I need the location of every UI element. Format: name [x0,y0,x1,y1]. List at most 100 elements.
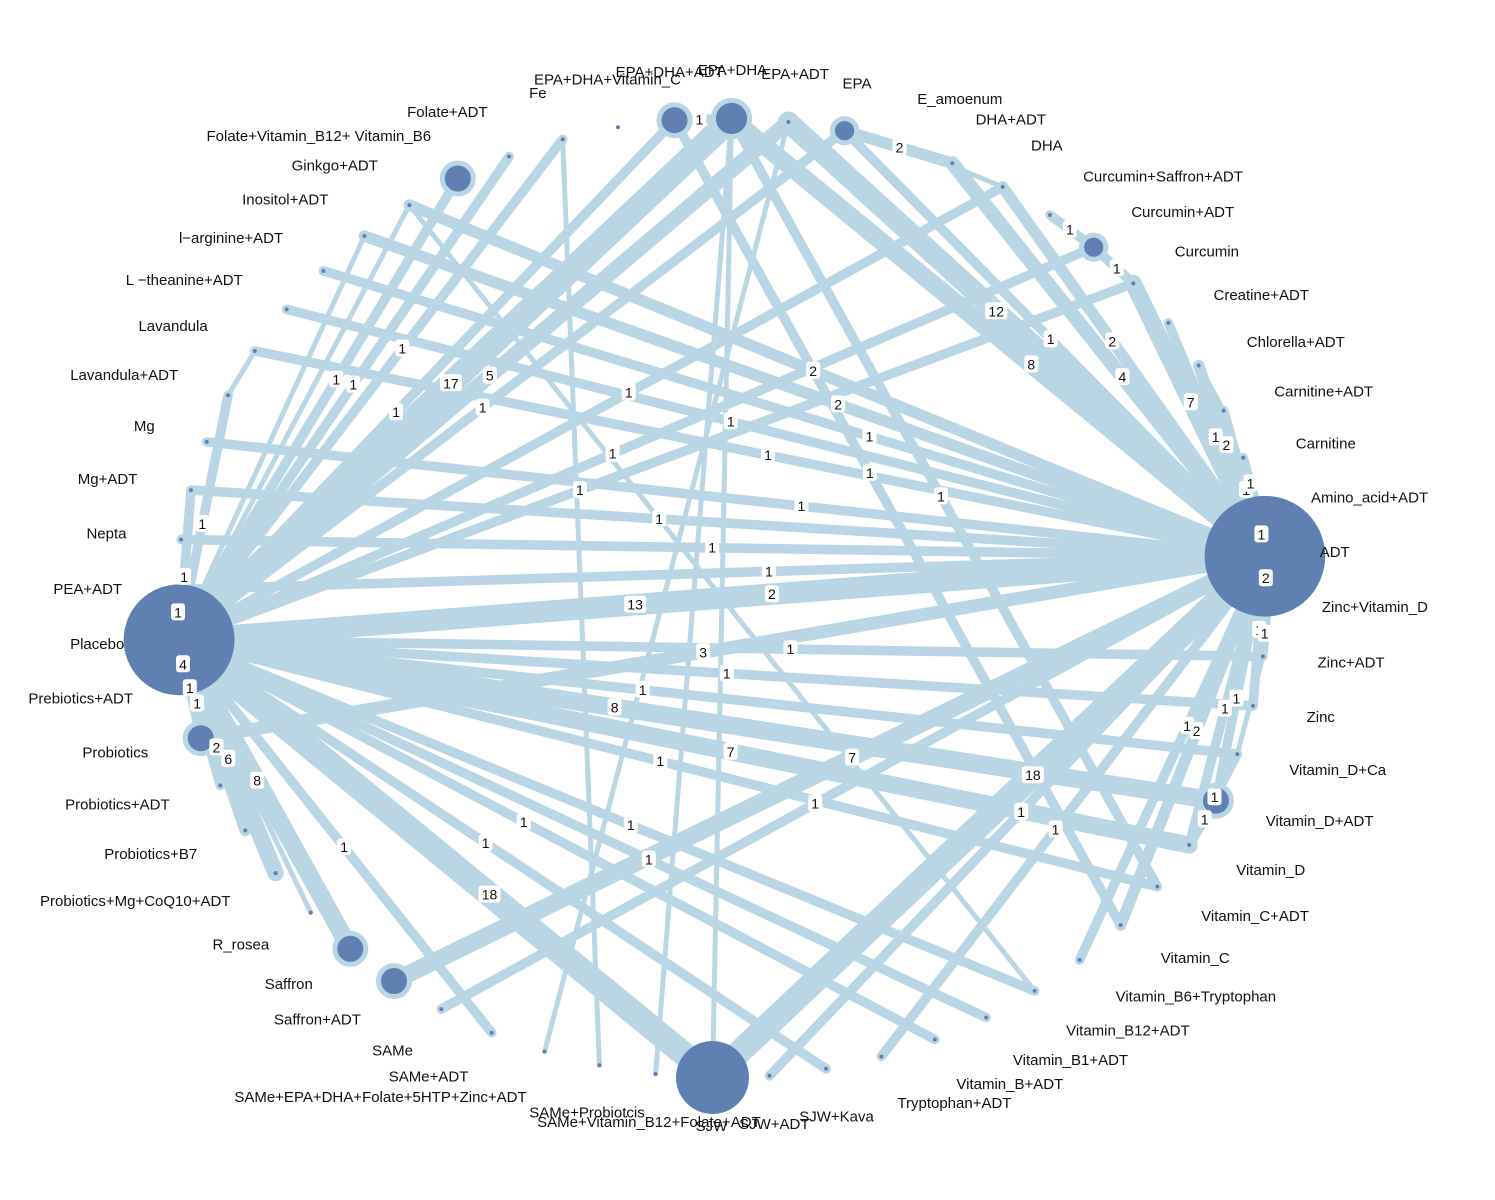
edge-count-text: 1 [398,341,406,357]
edge-count-text: 1 [798,498,806,514]
edge-count-label: 1 [389,403,404,421]
node-label-Vitamin_C: Vitamin_C [1161,950,1230,967]
edge-count-text: 1 [1113,260,1121,276]
edge-count-label: 2 [1105,332,1120,350]
node-label-Vitamin_C_ADT: Vitamin_C+ADT [1201,908,1309,925]
node-Chlorella_ADT [1196,363,1201,368]
node-SAMe_EPA_DHA [542,1049,547,1054]
edge-count-label: 4 [176,655,190,673]
node-label-Probiotics_ADT: Probiotics+ADT [65,796,170,813]
node-EPA_DHA_ADT [656,102,693,139]
edge-count-label-bg [705,538,720,556]
edge-Ginkgo_ADT-Vitamin_B12_ADT [406,202,1038,994]
edge-count-label-bg [764,585,779,603]
edge-count-label: 1 [195,514,210,532]
node-label-Nepta: Nepta [86,526,127,543]
edge-count-text: 18 [482,887,498,903]
edge-count-text: 1 [1066,222,1074,238]
edge-count-label: 1 [862,427,877,445]
node-label-SAMe_ADT: SAMe+ADT [389,1069,469,1086]
node-label-PEA_ADT: PEA+ADT [53,581,122,598]
node-Lavandula [252,349,257,353]
edge-Placebo-Curcumin_ADT [174,242,1099,645]
node-label-Saffron: Saffron [265,976,313,993]
node-label-Vitamin_B6_Tryptophan: Vitamin_B6+Tryptophan [1116,989,1277,1006]
edge-count-text: 1 [186,680,194,696]
edge-count-label-bg [806,361,821,379]
edge-count-label: 12 [985,302,1008,320]
node-label-Folate_ADT: Folate+ADT [407,104,487,121]
edge-count-label: 1 [337,838,352,856]
edge-count-label-bg [783,640,798,658]
node-SAMe [439,1007,444,1012]
edge-count-label: 1 [1208,428,1223,446]
edge-count-label-bg [1105,332,1120,350]
edge-count-text: 7 [727,744,735,760]
edge-count-label-bg [607,698,622,716]
edge-count-label: 7 [1183,393,1198,411]
edge-count-label-bg [1254,525,1269,543]
node-Vitamin_B12_ADT [1032,988,1037,993]
edge-count-label: 3 [696,643,711,661]
node-Nepta [179,537,184,542]
node-Curcumin [1131,281,1136,286]
node-Mg_ADT [189,488,193,493]
edge-count-text: 1 [479,400,487,416]
edge-count-label: 1 [621,383,636,401]
edge-count-text: 1 [625,385,633,401]
edge-count-label-bg [516,813,531,831]
edge-count-label-bg [337,838,352,856]
edge-count-label-bg [329,370,344,388]
node-SJW [676,1041,749,1114]
edge-count-text: 1 [708,540,716,556]
edge-count-text: 2 [834,396,842,412]
node-Amino_acid_ADT [1255,504,1259,509]
edge-count-text: 1 [1258,526,1266,542]
node-label-SAMe_EPA_DHA: SAMe+EPA+DHA+Folate+5HTP+Zinc+ADT [234,1089,526,1106]
edge-Placebo-Saffron [170,630,360,958]
node-Carnitine_ADT [1221,408,1226,413]
edge-count-label-bg [195,514,210,532]
edge-count-label-bg [209,738,224,756]
node-R_rosea [308,910,313,915]
edge-count-label: 5 [482,366,497,384]
node-label-L_theanine_ADT: L −theanine+ADT [126,272,243,289]
edge-count-text: 1 [1211,789,1219,805]
edge-count-text: 1 [866,465,874,481]
edge-count-text: 1 [1247,476,1255,492]
node-label-EPA_DHA_Vitamin_C: EPA+DHA+Vitamin_C [534,72,681,89]
edge-count-label: 1 [329,370,344,388]
edge-count-label-bg [478,834,493,852]
edge-count-label-bg [719,664,734,682]
edge-count-label-bg [621,383,636,401]
node-Fe [560,137,565,142]
node-Probiotics_Mg_CoQ10_ADT [273,871,278,876]
node-label-Inositol_ADT: Inositol+ADT [242,192,328,209]
edge-count-text: 1 [609,446,617,462]
edge-count-label-bg [1258,569,1273,587]
node-label-Curcumin_ADT: Curcumin+ADT [1131,204,1234,221]
edge-count-label: 1 [1109,259,1124,277]
node-label-Fe: Fe [529,85,547,102]
edge-count-label-bg [1048,820,1063,838]
edge-Placebo-SJW_Kava [174,634,831,1074]
edge-count-text: 1 [1052,821,1060,837]
node-label-layer: ADT Zinc+Vitamin_D Zinc+ADT Zinc Vitamin_D+C… [28,62,1428,1135]
edge-Placebo-EPA [174,125,850,645]
edge-count-label: 1 [605,444,620,462]
edge-count-label-bg [1062,220,1077,238]
edge-count-label: 2 [1258,569,1273,587]
node-label-Probiotics_B7: Probiotics+B7 [104,846,197,863]
node-EPA_DHA_Vitamin_C [616,125,620,130]
edge-count-label: 1 [1062,220,1077,238]
edge-count-label: 1 [171,603,185,621]
node-Placebo [123,584,235,696]
node-label-Chlorella_ADT: Chlorella+ADT [1247,334,1345,351]
edge-count-label: 1 [783,640,798,658]
node-Vitamin_B1_ADT [984,1015,989,1020]
node-DHA [1000,184,1005,189]
edge-E_amoenum-DHA [896,142,1006,190]
edge-count-text: 13 [627,597,643,613]
